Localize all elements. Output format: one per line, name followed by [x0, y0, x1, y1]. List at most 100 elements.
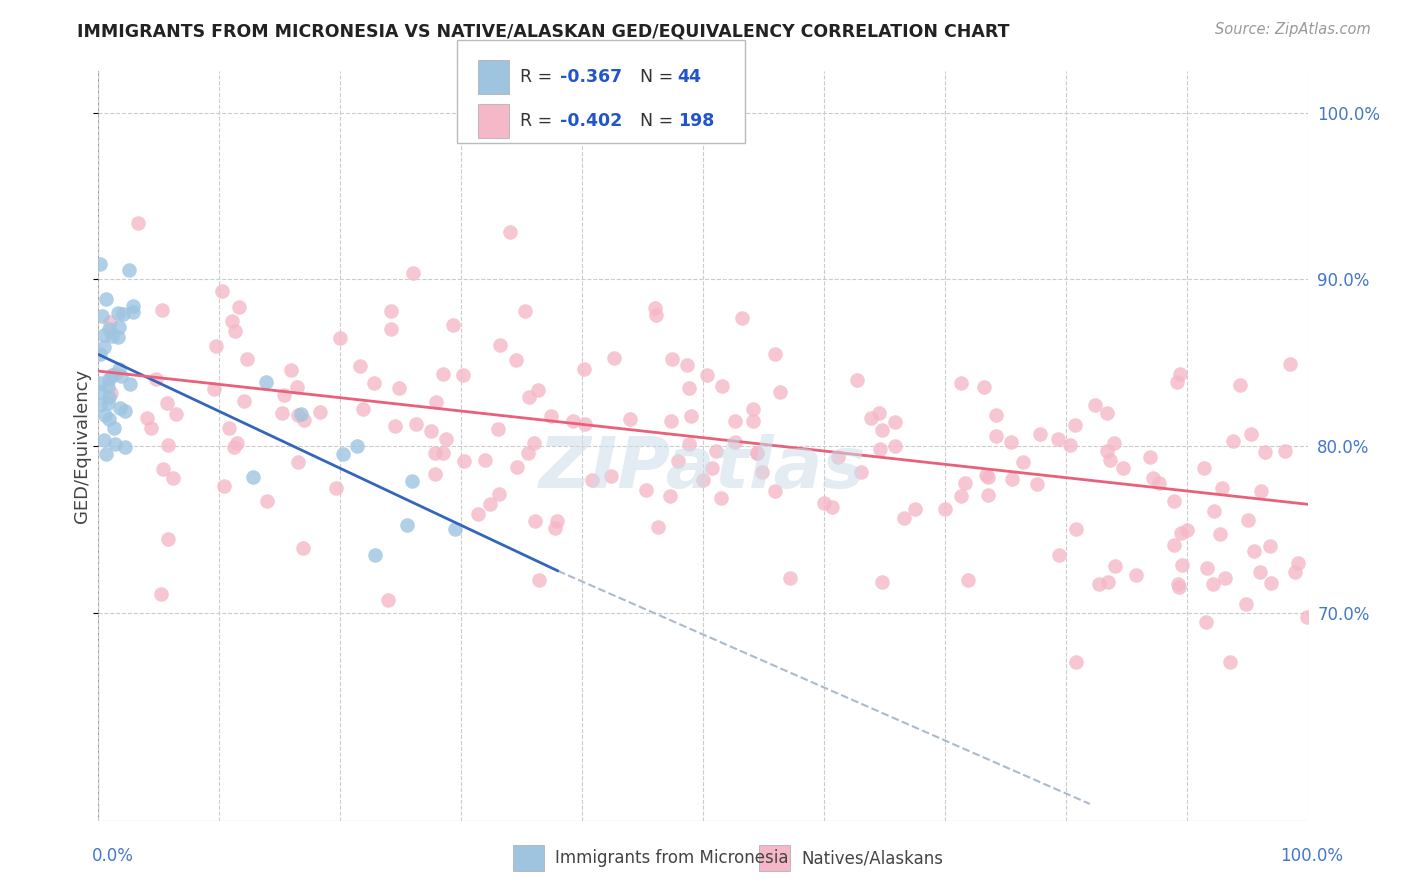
Point — [101, 328, 124, 343]
Point — [98, 412, 121, 426]
Point — [93, 328, 115, 343]
Point — [813, 495, 835, 509]
Point — [666, 454, 689, 468]
Point — [224, 324, 246, 338]
Point — [499, 225, 522, 239]
Point — [1139, 450, 1161, 464]
Point — [745, 446, 768, 460]
Point — [453, 453, 475, 467]
Point — [956, 573, 979, 587]
Point — [704, 444, 727, 458]
Point — [384, 419, 406, 434]
Point — [479, 497, 502, 511]
Point — [114, 440, 136, 454]
Point — [100, 368, 122, 383]
Point — [401, 266, 423, 280]
Point — [291, 541, 314, 556]
Point — [661, 352, 683, 367]
Point — [1234, 597, 1257, 611]
Point — [377, 593, 399, 607]
Point — [562, 414, 585, 428]
Point — [1104, 558, 1126, 573]
Point — [1125, 568, 1147, 582]
Point — [506, 460, 529, 475]
Point — [1095, 406, 1118, 420]
Point — [444, 522, 467, 536]
Point — [434, 432, 457, 446]
Point — [165, 407, 187, 421]
Point — [89, 397, 111, 411]
Point — [145, 371, 167, 385]
Point — [118, 262, 141, 277]
Point — [849, 465, 872, 479]
Point — [723, 435, 745, 450]
Point — [441, 318, 464, 332]
Point — [1047, 433, 1070, 447]
Point — [524, 515, 547, 529]
Point — [984, 429, 1007, 443]
Point — [222, 440, 245, 454]
Point — [544, 521, 567, 535]
Point — [769, 385, 792, 400]
Point — [1209, 527, 1232, 541]
Point — [1243, 543, 1265, 558]
Point — [89, 347, 111, 361]
Text: 0.0%: 0.0% — [91, 847, 134, 865]
Point — [645, 308, 668, 322]
Point — [742, 414, 765, 428]
Point — [884, 415, 907, 429]
Point — [676, 358, 699, 372]
Point — [572, 362, 595, 376]
Point — [349, 359, 371, 373]
Point — [332, 447, 354, 461]
Point — [1219, 656, 1241, 670]
Point — [860, 411, 883, 425]
Point — [273, 388, 295, 402]
Point — [1142, 470, 1164, 484]
Point — [516, 446, 538, 460]
Point — [1258, 539, 1281, 553]
Point — [603, 351, 626, 366]
Text: IMMIGRANTS FROM MICRONESIA VS NATIVE/ALASKAN GED/EQUIVALENCY CORRELATION CHART: IMMIGRANTS FROM MICRONESIA VS NATIVE/ALA… — [77, 22, 1010, 40]
Point — [953, 475, 976, 490]
Point — [432, 367, 454, 381]
Point — [1047, 548, 1070, 562]
Point — [91, 309, 114, 323]
Point — [1254, 445, 1277, 459]
Point — [270, 406, 292, 420]
Point — [97, 380, 120, 394]
Point — [546, 515, 568, 529]
Point — [396, 518, 419, 533]
Point — [141, 421, 163, 435]
Point — [401, 475, 423, 489]
Point — [634, 483, 657, 497]
Point — [1237, 513, 1260, 527]
Point — [883, 439, 905, 453]
Point — [1064, 418, 1087, 433]
Point — [121, 299, 143, 313]
Point — [1167, 580, 1189, 594]
Point — [751, 465, 773, 479]
Point — [692, 473, 714, 487]
Point — [1175, 524, 1198, 538]
Point — [984, 408, 1007, 422]
Point — [527, 383, 550, 397]
Point — [1213, 571, 1236, 585]
Point — [98, 391, 121, 405]
Point — [696, 368, 718, 382]
Point — [540, 409, 562, 423]
Point — [108, 320, 131, 334]
Point — [973, 380, 995, 394]
Point — [218, 421, 240, 435]
Point — [1194, 615, 1216, 629]
Point — [325, 481, 347, 495]
Point — [934, 502, 956, 516]
Point — [1000, 435, 1022, 450]
Point — [710, 378, 733, 392]
Point — [256, 494, 278, 508]
Point — [1098, 453, 1121, 467]
Point — [658, 489, 681, 503]
Point — [1163, 494, 1185, 508]
Point — [976, 469, 998, 483]
Point — [1295, 609, 1317, 624]
